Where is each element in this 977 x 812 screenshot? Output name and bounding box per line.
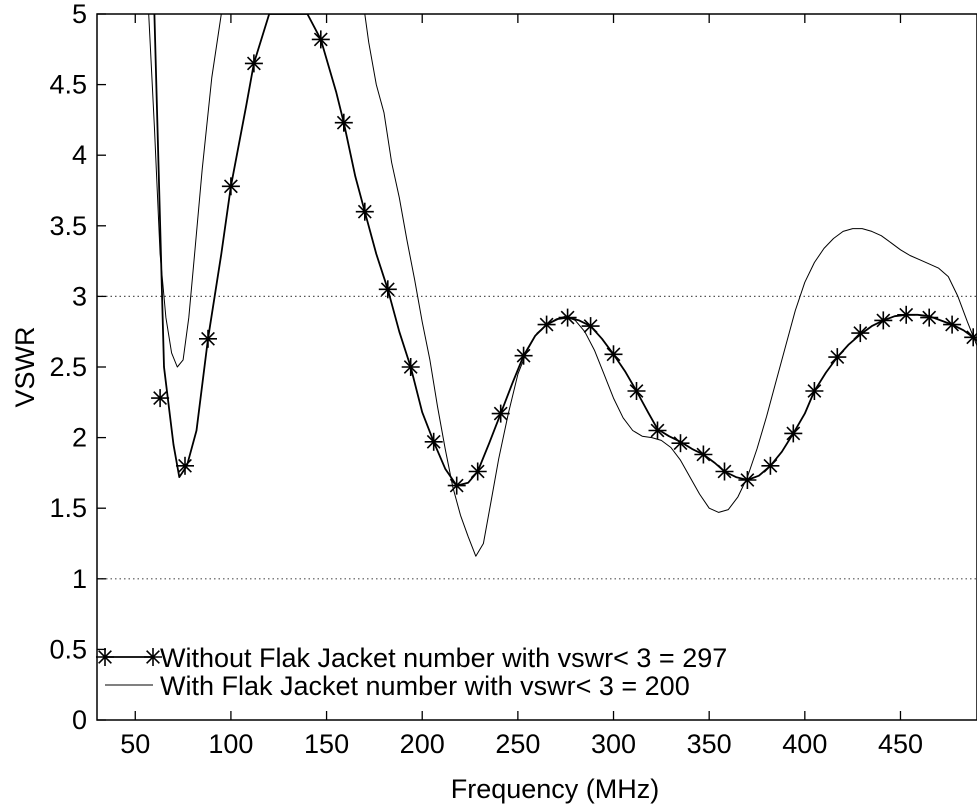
series-0-point: [424, 432, 443, 451]
legend-marker: [96, 648, 114, 666]
y-tick-label: 0.5: [49, 634, 87, 664]
x-tick-label: 300: [591, 729, 636, 759]
series-0-point: [151, 389, 170, 408]
x-tick-label: 150: [304, 729, 349, 759]
series-clip-group: [148, 14, 977, 557]
series-0-point: [401, 358, 420, 376]
y-tick-label: 4.5: [49, 70, 87, 100]
series-0-point: [694, 445, 713, 464]
y-tick-label: 5: [72, 0, 87, 29]
series-0-point: [784, 424, 803, 443]
x-tick-label: 100: [208, 729, 253, 759]
series-0-point: [715, 462, 734, 481]
series-0-point: [514, 346, 533, 365]
series-0-point: [648, 421, 667, 440]
series-0-point: [468, 462, 487, 481]
series-0-point: [199, 329, 217, 348]
series-0-point: [311, 30, 330, 49]
series-0-point: [897, 305, 916, 324]
legend-label-1: With Flak Jacket number with vswr< 3 = 2…: [160, 671, 690, 701]
x-tick-label: 200: [400, 729, 445, 759]
legend: Without Flak Jacket number with vswr< 3 …: [96, 643, 727, 701]
series-line-1: [148, 14, 977, 557]
series-0-point: [828, 348, 847, 367]
y-axis-label: VSWR: [10, 327, 40, 408]
y-tick-label: 1.5: [49, 493, 87, 523]
y-tick-label: 3: [72, 281, 87, 311]
series-0-point: [491, 404, 510, 423]
y-tick-label: 3.5: [49, 211, 87, 241]
y-tick-label: 4: [72, 140, 87, 170]
y-tick-label: 0: [72, 705, 87, 735]
series-0-point: [176, 456, 194, 475]
x-axis-label: Frequency (MHz): [451, 774, 660, 804]
series-0-point: [851, 324, 870, 343]
series-0-point: [334, 113, 353, 132]
series-0-point: [355, 202, 374, 221]
y-tick-label: 2.5: [49, 352, 87, 382]
series-0-point: [943, 315, 962, 334]
plot-background: [97, 14, 977, 720]
x-tick-label: 350: [687, 729, 732, 759]
series-0-point: [244, 54, 263, 73]
x-tick-label: 400: [782, 729, 827, 759]
x-tick-label: 250: [495, 729, 540, 759]
series-0-point: [761, 456, 780, 475]
series-layer: [148, 14, 977, 557]
series-0-point: [920, 308, 939, 327]
series-0-point: [604, 345, 623, 364]
series-0-point: [738, 471, 757, 489]
x-tick-label: 450: [878, 729, 923, 759]
series-0-point: [671, 434, 690, 453]
y-tick-label: 1: [72, 564, 87, 594]
series-0-point: [874, 311, 893, 330]
legend-label-0: Without Flak Jacket number with vswr< 3 …: [160, 643, 727, 673]
series-0-point: [627, 382, 646, 400]
series-0-point: [581, 317, 600, 336]
x-tick-label: 50: [120, 729, 150, 759]
series-0-point: [378, 280, 397, 299]
axes-layer: 50 100 150 200 250 300 350 400 450 0 0.5 1 1.5 2 2.5 3 3…: [49, 0, 977, 759]
series-0-point: [447, 476, 466, 495]
y-tick-label: 2: [72, 423, 87, 453]
legend-marker: [144, 648, 162, 666]
series-0-point: [221, 177, 240, 196]
series-0-point: [805, 382, 824, 400]
